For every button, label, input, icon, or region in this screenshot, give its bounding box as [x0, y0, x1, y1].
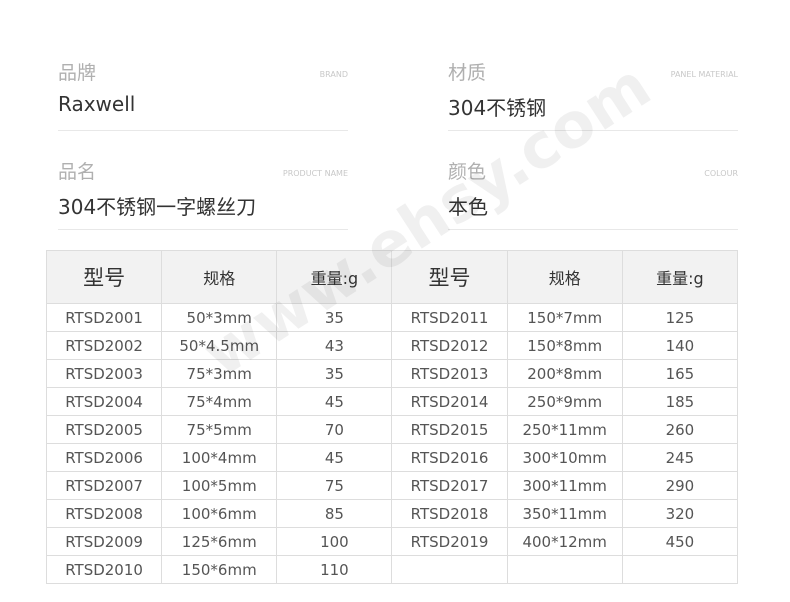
- info-value: 304不锈钢一字螺丝刀: [58, 195, 257, 219]
- table-cell: 125*6mm: [161, 527, 278, 556]
- info-value: Raxwell: [58, 92, 136, 116]
- table-row: RTSD2004 75*4mm 45 RTSD2014 250*9mm 185: [45, 387, 739, 416]
- table-cell: RTSD2012: [391, 331, 508, 360]
- table-row: RTSD2010 150*6mm 110: [45, 555, 739, 584]
- table-row: RTSD2001 50*3mm 35 RTSD2011 150*7mm 125: [45, 303, 739, 332]
- table-cell: 150*8mm: [506, 331, 623, 360]
- table-cell: 125: [621, 303, 739, 332]
- table-cell: RTSD2016: [391, 443, 508, 472]
- info-label: 颜色: [448, 161, 487, 183]
- table-row: RTSD2006 100*4mm 45 RTSD2016 300*10mm 245: [45, 443, 739, 472]
- table-cell: 45: [276, 443, 393, 472]
- table-row: RTSD2008 100*6mm 85 RTSD2018 350*11mm 320: [45, 499, 739, 528]
- table-cell: 350*11mm: [506, 499, 623, 528]
- info-block: 颜色 COLOUR 本色: [448, 157, 738, 230]
- table-cell: 150*6mm: [161, 555, 278, 584]
- table-cell: 260: [621, 415, 739, 444]
- table-cell: 300*11mm: [506, 471, 623, 500]
- table-cell: 185: [621, 387, 739, 416]
- table-cell: 50*4.5mm: [161, 331, 278, 360]
- table-cell: 400*12mm: [506, 527, 623, 556]
- info-value: 本色: [448, 195, 488, 219]
- column-header: 重量:g: [276, 250, 393, 304]
- table-cell: RTSD2005: [45, 415, 163, 444]
- table-row: RTSD2005 75*5mm 70 RTSD2015 250*11mm 260: [45, 415, 739, 444]
- table-cell: RTSD2010: [45, 555, 163, 584]
- table-cell: 100*4mm: [161, 443, 278, 472]
- table-cell: [621, 555, 739, 584]
- table-cell: RTSD2013: [391, 359, 508, 388]
- table-cell: RTSD2015: [391, 415, 508, 444]
- table-cell: 250*11mm: [506, 415, 623, 444]
- table-row: RTSD2002 50*4.5mm 43 RTSD2012 150*8mm 140: [45, 331, 739, 360]
- table-cell: 35: [276, 359, 393, 388]
- table-cell: 245: [621, 443, 739, 472]
- info-block: 品名 PRODUCT NAME 304不锈钢一字螺丝刀: [58, 157, 348, 230]
- info-label-en: COLOUR: [704, 169, 738, 178]
- table-cell: RTSD2014: [391, 387, 508, 416]
- info-label-en: PRODUCT NAME: [282, 169, 348, 178]
- table-cell: RTSD2019: [391, 527, 508, 556]
- table-cell: RTSD2006: [45, 443, 163, 472]
- table-cell: 70: [276, 415, 393, 444]
- table-cell: 85: [276, 499, 393, 528]
- table-row: RTSD2003 75*3mm 35 RTSD2013 200*8mm 165: [45, 359, 739, 388]
- info-label: 品牌: [58, 62, 97, 84]
- table-cell: 75: [276, 471, 393, 500]
- table-cell: RTSD2003: [45, 359, 163, 388]
- table-cell: RTSD2004: [45, 387, 163, 416]
- table-cell: 43: [276, 331, 393, 360]
- table-cell: 45: [276, 387, 393, 416]
- info-label: 品名: [58, 161, 97, 183]
- info-label-en: PANEL MATERIAL: [670, 70, 738, 79]
- table-cell: RTSD2008: [45, 499, 163, 528]
- table-cell: 110: [276, 555, 393, 584]
- info-block: 材质 PANEL MATERIAL 304不锈钢: [448, 58, 738, 131]
- column-header: 重量:g: [621, 250, 739, 304]
- column-header: 规格: [161, 250, 278, 304]
- table-cell: 200*8mm: [506, 359, 623, 388]
- table-cell: 165: [621, 359, 739, 388]
- table-cell: RTSD2007: [45, 471, 163, 500]
- table-cell: 300*10mm: [506, 443, 623, 472]
- column-header: 型号: [45, 250, 163, 304]
- table-cell: 450: [621, 527, 739, 556]
- table-cell: 150*7mm: [506, 303, 623, 332]
- table-cell: 50*3mm: [161, 303, 278, 332]
- table-row: RTSD2007 100*5mm 75 RTSD2017 300*11mm 290: [45, 471, 739, 500]
- table-cell: 290: [621, 471, 739, 500]
- table-row: RTSD2009 125*6mm 100 RTSD2019 400*12mm 450: [45, 527, 739, 556]
- table-cell: RTSD2018: [391, 499, 508, 528]
- column-header: 型号: [391, 250, 508, 304]
- table-cell: 100*5mm: [161, 471, 278, 500]
- info-block: 品牌 BRAND Raxwell: [58, 58, 348, 131]
- table-cell: RTSD2002: [45, 331, 163, 360]
- table-cell: 100*6mm: [161, 499, 278, 528]
- spec-table: 型号 规格 重量:g 型号 规格 重量:g RTSD2001 50*3mm 35 RTSD2011…: [45, 250, 739, 584]
- table-cell: RTSD2009: [45, 527, 163, 556]
- table-cell: RTSD2011: [391, 303, 508, 332]
- table-cell: 250*9mm: [506, 387, 623, 416]
- table-cell: [391, 555, 508, 584]
- table-cell: 100: [276, 527, 393, 556]
- info-label-en: BRAND: [319, 70, 348, 79]
- column-header: 规格: [506, 250, 623, 304]
- table-cell: 140: [621, 331, 739, 360]
- table-cell: RTSD2001: [45, 303, 163, 332]
- table-cell: 75*3mm: [161, 359, 278, 388]
- info-value: 304不锈钢: [448, 96, 547, 120]
- table-cell: 320: [621, 499, 739, 528]
- table-cell: 75*5mm: [161, 415, 278, 444]
- info-label: 材质: [448, 62, 487, 84]
- table-cell: [506, 555, 623, 584]
- table-cell: 75*4mm: [161, 387, 278, 416]
- table-cell: RTSD2017: [391, 471, 508, 500]
